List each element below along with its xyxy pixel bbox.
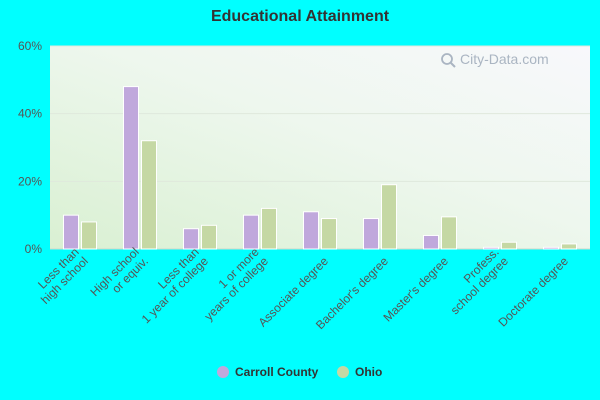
x-tick-label-text: Profess.school degree xyxy=(439,245,512,318)
bar-carroll-county xyxy=(543,246,559,250)
bar-ohio xyxy=(381,184,397,250)
bar-carroll-county xyxy=(63,214,79,250)
bar-ohio xyxy=(201,224,217,250)
legend-label: Ohio xyxy=(355,365,382,379)
legend-swatch xyxy=(337,366,349,378)
legend-label: Carroll County xyxy=(235,365,319,379)
x-tick-label: High schoolor equiv. xyxy=(88,245,151,308)
x-tick-label: Master's degree xyxy=(380,254,451,325)
y-tick-label: 40% xyxy=(18,107,42,121)
bar-carroll-county xyxy=(423,234,439,250)
bar-ohio xyxy=(321,218,337,250)
bar-carroll-county xyxy=(243,214,259,250)
watermark-search-icon xyxy=(441,53,453,65)
y-tick-label: 60% xyxy=(18,39,42,53)
legend-swatch xyxy=(217,366,229,378)
bar-ohio xyxy=(441,216,457,250)
watermark-search-icon-handle xyxy=(450,62,456,68)
y-tick-label: 0% xyxy=(25,242,43,256)
x-tick-label-text: 1 or moreyears of college xyxy=(192,245,271,324)
x-tick-label-line: Master's degree xyxy=(380,254,451,325)
watermark-text: City-Data.com xyxy=(460,51,549,67)
bar-ohio xyxy=(141,140,157,250)
plot-area xyxy=(50,46,590,249)
grid-lines xyxy=(50,45,590,250)
x-tick-label: Profess.school degree xyxy=(439,245,512,318)
bar-carroll-county xyxy=(483,246,499,250)
bar-ohio xyxy=(261,207,277,250)
bar-carroll-county xyxy=(123,86,139,250)
y-axis: 0% 20% 40% 60% xyxy=(18,39,42,256)
x-tick-label-text: Master's degree xyxy=(380,254,451,325)
chart-title: Educational Attainment xyxy=(210,8,390,25)
bar-ohio xyxy=(81,221,97,250)
bar-carroll-county xyxy=(303,211,319,250)
watermark: City-Data.com xyxy=(441,51,549,68)
legend: Carroll County Ohio xyxy=(217,365,382,379)
bar-ohio xyxy=(561,243,577,250)
x-tick-label-text: High schoolor equiv. xyxy=(88,245,151,308)
y-tick-label: 20% xyxy=(18,174,42,188)
bar-ohio xyxy=(501,241,517,250)
bar-carroll-county xyxy=(363,218,379,250)
bars xyxy=(63,86,577,250)
x-tick-label: 1 or moreyears of college xyxy=(192,245,272,324)
bar-carroll-county xyxy=(183,228,199,250)
